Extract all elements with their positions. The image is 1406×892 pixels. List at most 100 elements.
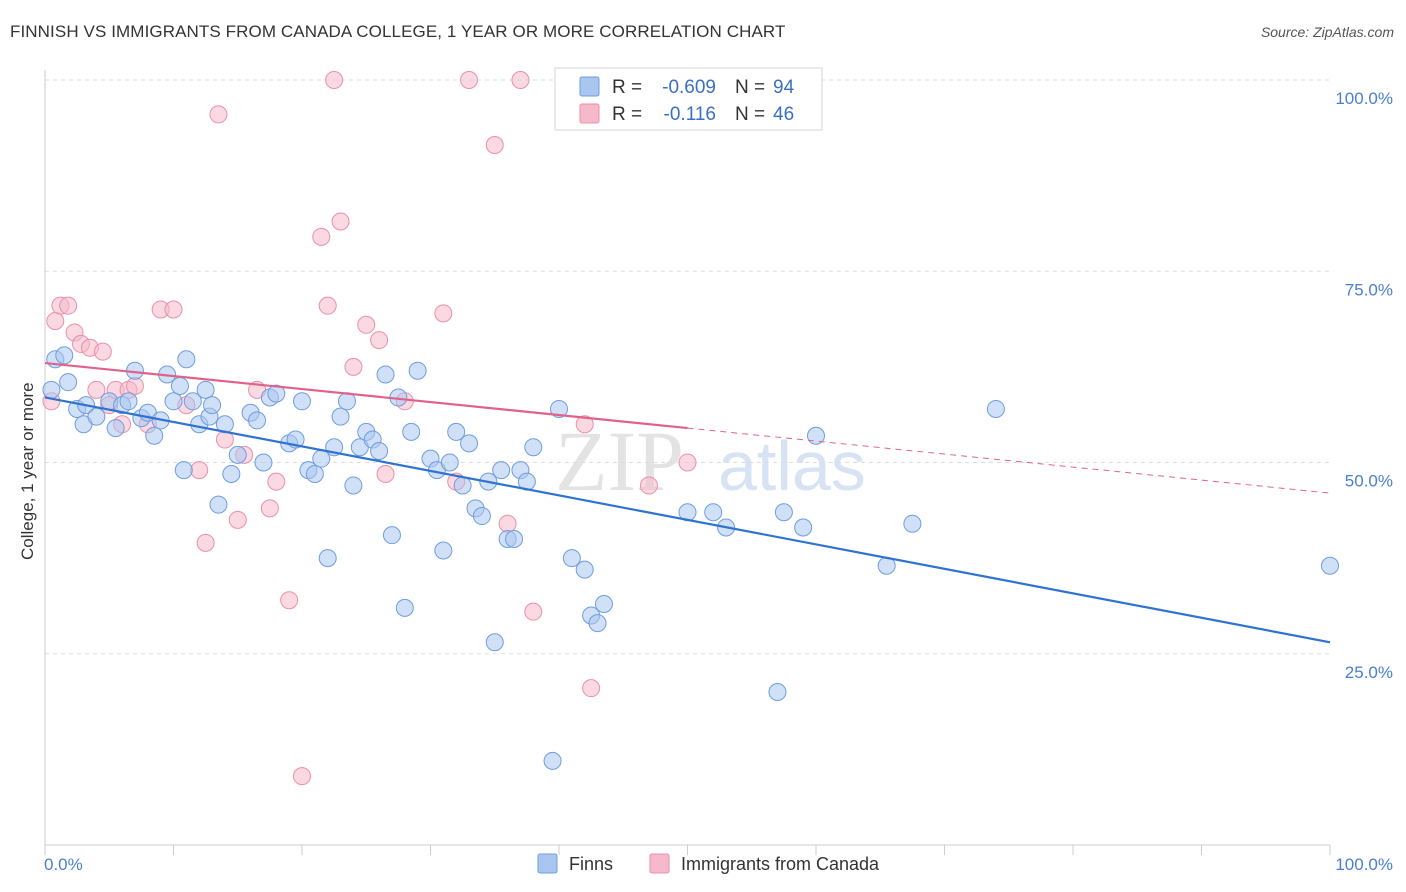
bottom-legend-label-finns: Finns <box>569 854 613 874</box>
finns-point <box>119 392 138 411</box>
canada-point <box>575 415 594 434</box>
finns-point <box>228 445 247 464</box>
bottom-legend-swatch-canada <box>649 853 670 874</box>
finns-point <box>209 495 228 514</box>
canada-point <box>524 602 543 621</box>
finns-point <box>447 422 466 441</box>
finns-point <box>177 350 196 369</box>
canada-point <box>190 461 209 480</box>
finns-point <box>440 453 459 472</box>
canada-point <box>325 71 344 89</box>
bottom-legend-label-canada: Immigrants from Canada <box>681 854 880 874</box>
finns-point <box>170 377 189 395</box>
legend-r-label-finns: R = <box>612 77 642 98</box>
chart-title: FINNISH VS IMMIGRANTS FROM CANADA COLLEG… <box>10 22 786 41</box>
finns-point <box>460 434 479 453</box>
legend-swatch-canada <box>579 103 600 124</box>
watermark-zip: ZIP <box>555 413 684 509</box>
finns-point <box>42 380 61 399</box>
finns-point <box>550 399 568 418</box>
canada-point <box>125 377 144 395</box>
finns-trend-line <box>44 396 1331 644</box>
finns-point <box>254 453 273 472</box>
canada-point <box>293 767 311 786</box>
y-tick-label-50: 50.0% <box>1345 472 1393 491</box>
finns-point <box>453 476 472 495</box>
trend-lines <box>44 361 1331 644</box>
finns-point <box>318 549 337 568</box>
canada-point <box>280 591 299 610</box>
canada-point <box>460 71 479 89</box>
finns-point <box>145 426 164 445</box>
correlation-legend: R = -0.609 N = 94 R = -0.116 N = 46 <box>554 67 823 131</box>
finns-point <box>183 392 202 411</box>
finns-point <box>331 407 350 426</box>
finns-point <box>472 507 491 526</box>
finns-point <box>562 549 581 568</box>
finns-point <box>305 464 324 483</box>
finns-point <box>382 526 401 545</box>
canada-trend-line <box>44 361 688 430</box>
finns-point <box>704 503 723 522</box>
canada-point <box>318 296 337 315</box>
finns-point <box>505 530 524 548</box>
finns-point <box>87 407 106 426</box>
series-legend: Finns Immigrants from Canada <box>537 853 880 874</box>
x-tick-label-max: 100.0% <box>1335 855 1393 874</box>
finns-point <box>807 426 825 445</box>
canada-point <box>639 476 658 495</box>
finns-point <box>376 365 395 384</box>
bottom-legend-swatch-finns <box>537 853 558 874</box>
finns-point <box>174 461 193 480</box>
finns-point <box>402 422 421 441</box>
canada-point <box>59 296 78 315</box>
finns-point <box>293 392 311 411</box>
x-ticks <box>44 845 1331 855</box>
finns-point <box>575 560 594 579</box>
legend-r-label-canada: R = <box>612 104 642 125</box>
finns-point <box>986 399 1005 418</box>
canada-point <box>196 533 215 552</box>
canada-point <box>511 71 530 89</box>
finns-point <box>794 518 813 537</box>
finns-point <box>196 380 215 399</box>
finns-point <box>524 438 543 457</box>
finns-point <box>164 392 183 411</box>
finns-point <box>344 476 363 495</box>
finns-point <box>588 614 607 633</box>
canada-point <box>344 357 363 376</box>
finns-point <box>1321 556 1339 575</box>
canada-point <box>376 464 395 483</box>
legend-r-value-canada: -0.116 <box>664 104 716 125</box>
finns-point <box>492 461 511 480</box>
canada-point <box>498 514 517 533</box>
canada-point <box>582 679 601 698</box>
canada-point <box>93 342 112 361</box>
y-tick-labels: 100.0% 75.0% 50.0% 25.0% <box>1335 89 1393 682</box>
canada-point <box>228 510 247 529</box>
finns-point <box>768 683 787 701</box>
legend-swatch-finns <box>579 76 600 97</box>
canada-point <box>209 105 228 124</box>
x-tick-label-min: 0.0% <box>44 855 83 874</box>
legend-r-value-finns: -0.609 <box>662 77 716 98</box>
legend-n-label-finns: N = <box>735 77 765 98</box>
finns-point <box>395 598 414 617</box>
finns-point <box>248 411 267 430</box>
canada-trend-line-extension <box>687 427 1331 494</box>
finns-point <box>903 514 922 533</box>
canada-point <box>678 453 697 472</box>
finns-point <box>59 373 78 392</box>
finns-point <box>55 346 74 365</box>
canada-point <box>434 304 453 323</box>
canada-point <box>87 380 106 399</box>
series-finns-points <box>42 346 1339 770</box>
legend-n-label-canada: N = <box>735 104 765 125</box>
legend-n-value-finns: 94 <box>773 77 795 98</box>
finns-point <box>543 751 562 770</box>
legend-n-value-canada: 46 <box>773 104 794 125</box>
canada-point <box>260 499 279 518</box>
canada-point <box>164 300 183 319</box>
canada-point <box>312 227 331 246</box>
